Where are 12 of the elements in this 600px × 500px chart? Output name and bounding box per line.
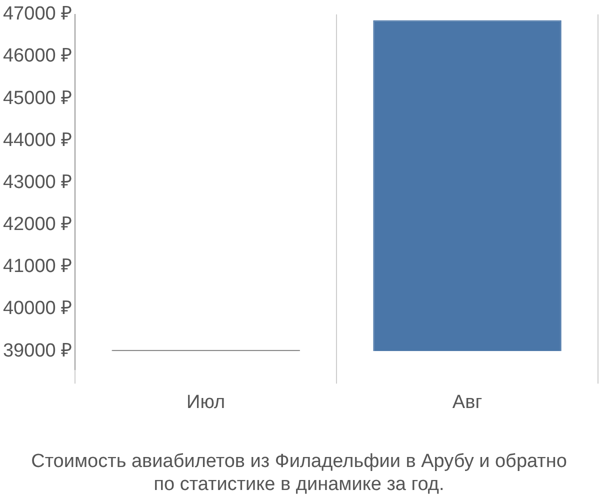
y-tick-label: 46000 ₽: [2, 46, 72, 67]
y-tick-label: 42000 ₽: [2, 214, 72, 236]
text: Стоимость авиабилетов из Филадельфии в Арубу и обратно по статистике в динамике за год.: [31, 451, 567, 495]
y-tick-label: 45000 ₽: [2, 88, 72, 109]
x-tick-label: Авг: [452, 392, 482, 414]
y-tick-label: 44000 ₽: [2, 130, 72, 151]
y-tick-label: 41000 ₽: [2, 256, 72, 278]
y-tick-label: 43000 ₽: [2, 172, 72, 193]
y-tick-label: 40000 ₽: [2, 298, 72, 320]
y-tick-label: 39000 ₽: [2, 340, 72, 362]
x-tick-label: Июл: [186, 392, 226, 414]
y-tick-label: 47000 ₽: [2, 4, 72, 25]
